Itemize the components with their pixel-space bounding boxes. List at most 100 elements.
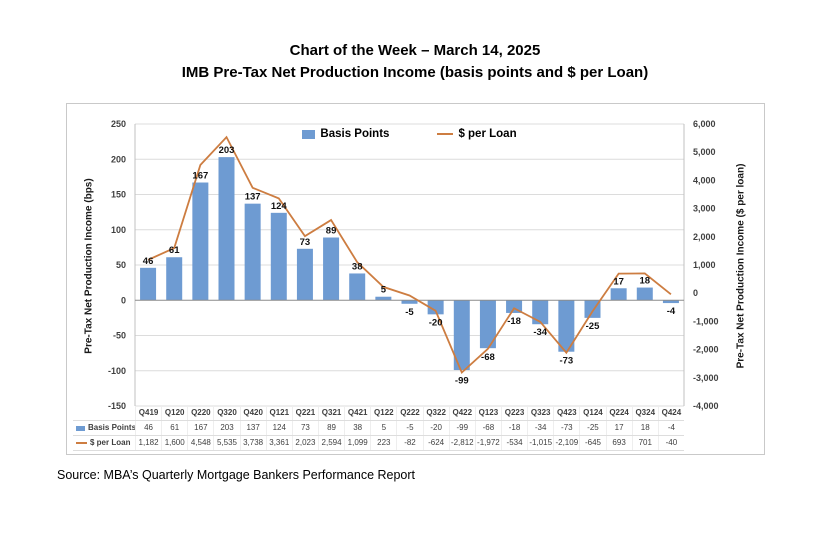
quarter-header: Q120 [161, 406, 187, 420]
quarter-header: Q320 [213, 406, 239, 420]
right-tick-label: -3,000 [693, 373, 719, 383]
series-key-basis-points: Basis Points [73, 421, 135, 435]
basis-points-cell: 5 [370, 421, 396, 435]
per-loan-cell: 2,023 [291, 436, 318, 450]
per-loan-cell: 4,548 [187, 436, 213, 450]
bar-Q421 [349, 273, 366, 301]
per-loan-cell: 223 [370, 436, 396, 450]
bar-label-Q224: 17 [613, 276, 624, 287]
title-line-1: Chart of the Week – March 14, 2025 [289, 42, 541, 59]
right-tick-label: 0 [693, 288, 698, 298]
bar-label-Q424: -4 [667, 306, 676, 317]
left-tick-label: 100 [111, 225, 126, 235]
chart-legend: Basis Points $ per Loan [135, 128, 684, 140]
quarter-header: Q122 [370, 406, 396, 420]
basis-points-cell: -73 [553, 421, 579, 435]
legend-item-basis-points: Basis Points [302, 128, 389, 140]
quarter-header: Q423 [553, 406, 579, 420]
per-loan-cell: -624 [422, 436, 449, 450]
chart-area: 250 200 150 100 50 0 -50 -100 -150 6,000 5,000 4,00… [66, 103, 765, 455]
quarter-header: Q321 [317, 406, 344, 420]
bar-label-Q324: 18 [639, 276, 650, 287]
series-key-label: Basis Points [88, 423, 135, 432]
left-tick-label: 150 [111, 190, 126, 200]
basis-points-swatch-icon [302, 129, 316, 139]
right-tick-label: 6,000 [693, 119, 716, 129]
bar-Q320 [218, 157, 235, 301]
right-axis-title: Pre-Tax Net Production Income ($ per loa… [735, 163, 747, 369]
left-tick-label: 50 [116, 260, 126, 270]
per-loan-cell: 1,600 [161, 436, 187, 450]
per-loan-cell: -534 [500, 436, 527, 450]
basis-points-cell: -99 [448, 421, 475, 435]
basis-points-cell: 203 [213, 421, 239, 435]
series-key-per-loan: $ per Loan [73, 436, 135, 450]
table-row: Basis Points 46 61 167 203 137 124 73 89 38 5 -5 -20… [73, 421, 684, 436]
bar-label-Q423: -73 [559, 356, 573, 367]
basis-points-cell: -20 [422, 421, 449, 435]
per-loan-cell: -645 [579, 436, 605, 450]
plot: 250200150100500-50-100-1506,0005,0004,00… [108, 119, 719, 411]
bar-Q322 [427, 300, 444, 315]
per-loan-cell: 2,594 [317, 436, 344, 450]
right-tick-label: 4,000 [693, 175, 716, 185]
bar-label-Q124: -25 [586, 321, 600, 332]
left-tick-label: 250 [111, 119, 126, 129]
source-note: Source: MBA’s Quarterly Mortgage Bankers… [57, 468, 416, 482]
bar-label-Q220: 167 [192, 171, 208, 182]
per-loan-cell: -1,015 [527, 436, 553, 450]
quarter-header: Q424 [657, 406, 684, 420]
bar-label-Q123: -68 [481, 352, 495, 363]
quarter-header: Q422 [448, 406, 475, 420]
per-loan-line-swatch-icon [437, 133, 454, 135]
bar-Q420 [244, 203, 261, 301]
quarter-header: Q322 [422, 406, 449, 420]
basis-points-cell: 46 [135, 421, 161, 435]
bar-Q224 [610, 288, 627, 301]
per-loan-cell: -1,972 [474, 436, 501, 450]
bar-Q122 [375, 296, 392, 301]
quarter-header: Q221 [291, 406, 318, 420]
bar-Q121 [270, 212, 287, 301]
bar-label-Q422: -99 [455, 375, 469, 386]
basis-points-cell: 38 [344, 421, 370, 435]
per-loan-cell: 3,738 [239, 436, 266, 450]
basis-points-cell: 137 [239, 421, 266, 435]
bar-Q123 [479, 300, 496, 349]
right-tick-label: -4,000 [693, 401, 719, 411]
left-tick-label: -150 [108, 401, 126, 411]
left-tick-label: -100 [108, 366, 126, 376]
bar-label-Q120: 61 [169, 245, 180, 256]
left-axis-title: Pre-Tax Net Production Income (bps) [83, 178, 95, 354]
per-loan-key-icon [76, 442, 87, 444]
basis-points-cell: -25 [579, 421, 605, 435]
basis-points-cell: -5 [396, 421, 422, 435]
per-loan-cell: 693 [605, 436, 632, 450]
quarter-header: Q420 [239, 406, 266, 420]
bar-label-Q421: 38 [352, 261, 363, 272]
bar-Q220 [192, 182, 209, 301]
bar-Q324 [636, 287, 653, 301]
bar-label-Q320: 203 [219, 145, 235, 156]
quarter-header: Q121 [265, 406, 292, 420]
basis-points-cell: -4 [657, 421, 684, 435]
legend-basis-points-label: Basis Points [320, 128, 390, 140]
bar-label-Q420: 137 [245, 192, 261, 203]
bar-label-Q122: 5 [381, 285, 387, 296]
bar-Q323 [532, 300, 549, 325]
bar-label-Q222: -5 [405, 307, 414, 318]
legend-item-per-loan: $ per Loan [437, 128, 517, 140]
per-loan-cell: -2,812 [448, 436, 475, 450]
basis-points-cell: 61 [161, 421, 187, 435]
table-row: $ per Loan 1,182 1,600 4,548 5,535 3,738 3,361… [73, 436, 684, 451]
table-row: Q419 Q120 Q220 Q320 Q420 Q121 Q221 Q321 Q421 Q122… [73, 406, 684, 421]
basis-points-key-icon [76, 425, 85, 431]
basis-points-cell: -18 [500, 421, 527, 435]
series-key-label: $ per Loan [90, 438, 131, 447]
bar-Q222 [401, 300, 418, 304]
per-loan-cell: -2,109 [553, 436, 579, 450]
basis-points-cell: -68 [474, 421, 501, 435]
right-tick-label: 1,000 [693, 260, 716, 270]
per-loan-cell: -40 [657, 436, 684, 450]
bar-Q120 [166, 257, 183, 301]
